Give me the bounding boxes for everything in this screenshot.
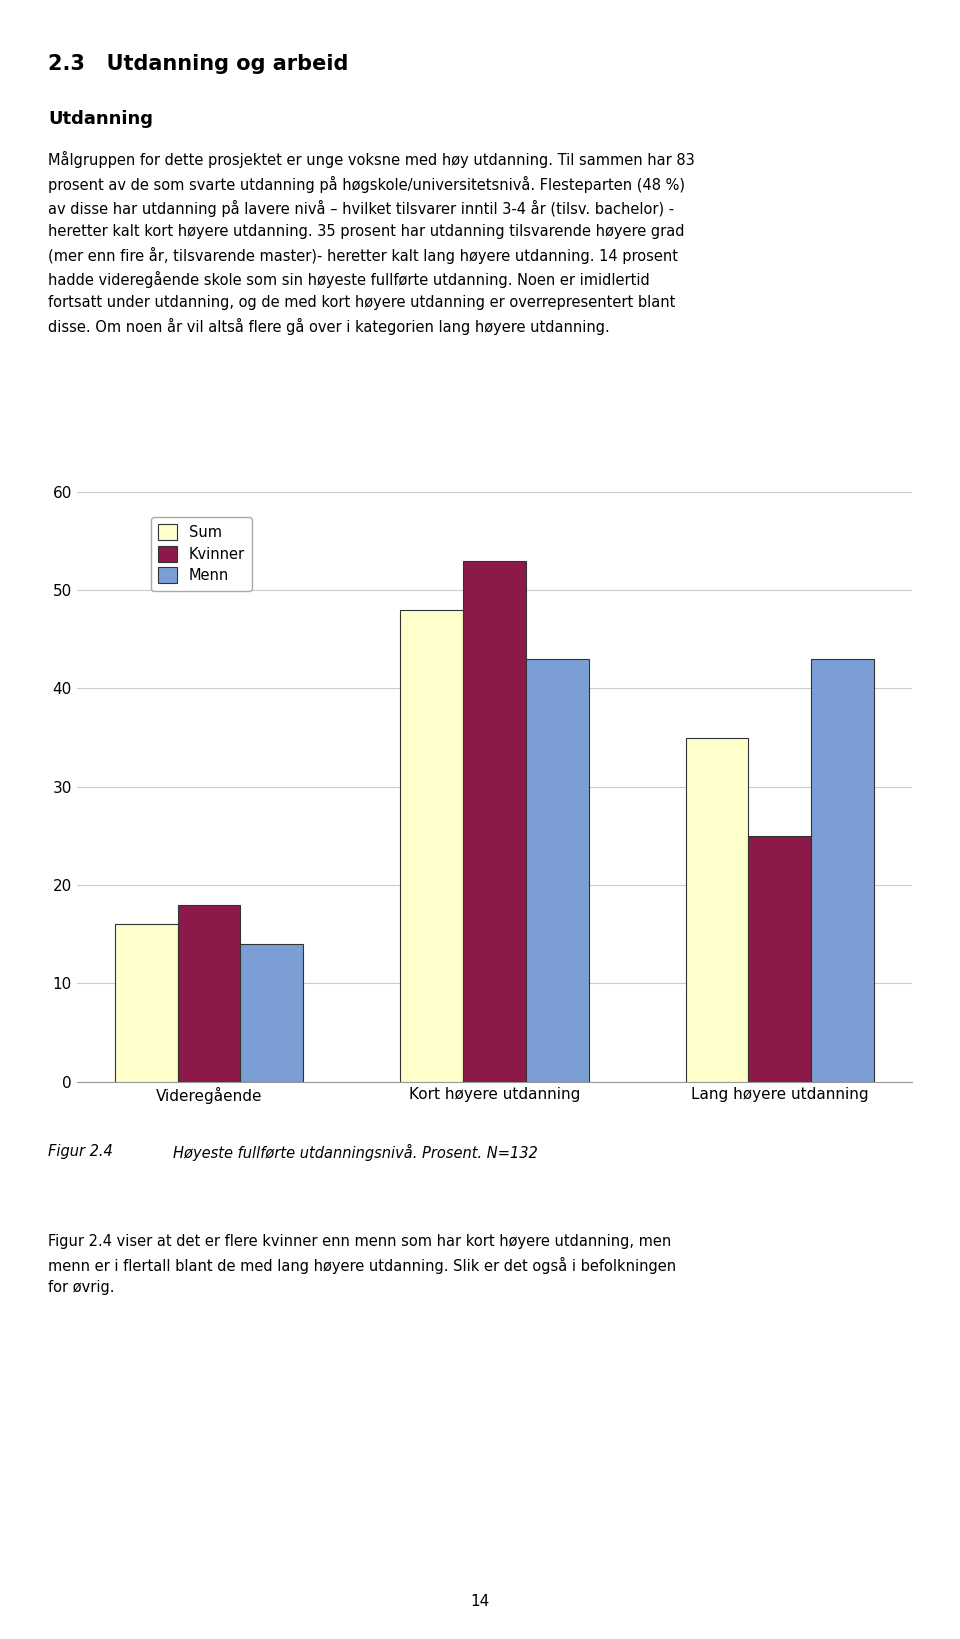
Bar: [115, 924, 178, 1082]
Bar: [400, 610, 463, 1082]
Bar: [526, 659, 588, 1082]
Text: Målgruppen for dette prosjektet er unge voksne med høy utdanning. Til sammen har: Målgruppen for dette prosjektet er unge …: [48, 151, 695, 334]
Bar: [749, 836, 811, 1082]
Bar: [463, 561, 526, 1082]
Text: 2.3   Utdanning og arbeid: 2.3 Utdanning og arbeid: [48, 54, 348, 74]
Text: Høyeste fullførte utdanningsnivå. Prosent. N=132: Høyeste fullførte utdanningsnivå. Prosen…: [173, 1144, 538, 1160]
Text: 14: 14: [470, 1595, 490, 1609]
Text: Figur 2.4: Figur 2.4: [48, 1144, 112, 1159]
Text: Figur 2.4 viser at det er flere kvinner enn menn som har kort høyere utdanning, : Figur 2.4 viser at det er flere kvinner …: [48, 1234, 676, 1295]
Bar: [685, 738, 749, 1082]
Legend: Sum, Kvinner, Menn: Sum, Kvinner, Menn: [151, 516, 252, 590]
Text: Utdanning: Utdanning: [48, 110, 153, 128]
Bar: [811, 659, 874, 1082]
Bar: [240, 944, 303, 1082]
Bar: [178, 905, 240, 1082]
